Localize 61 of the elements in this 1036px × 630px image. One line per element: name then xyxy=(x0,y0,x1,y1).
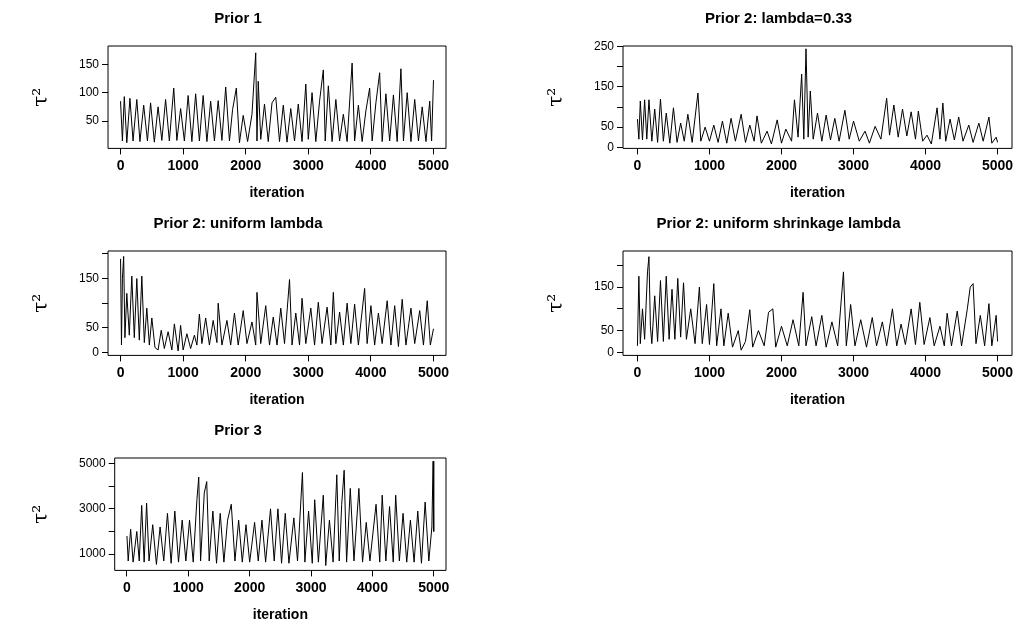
x-tick-label: 1000 xyxy=(693,363,726,380)
x-axis-title: iteration xyxy=(789,184,846,201)
x-tick-label: 1000 xyxy=(172,578,205,595)
x-tick-label: 3000 xyxy=(837,156,870,173)
y-tick-label: 1000 xyxy=(78,546,107,561)
x-tick-label: 4000 xyxy=(355,363,387,380)
y-tick-label: 250 xyxy=(593,39,615,54)
x-axis-title: iteration xyxy=(789,391,846,408)
y-tick-label: 50 xyxy=(600,322,615,337)
x-tick-label: 1000 xyxy=(693,156,726,173)
y-axis-title: τ² xyxy=(543,87,568,107)
y-tick-label: 150 xyxy=(593,79,615,94)
x-tick-label: 2000 xyxy=(765,363,798,380)
chart-title: Prior 2: uniform lambda xyxy=(153,214,324,232)
x-tick-label: 1000 xyxy=(167,156,199,173)
x-axis-title: iteration xyxy=(249,391,305,408)
y-tick-label: 3000 xyxy=(78,501,107,516)
y-axis-title: τ² xyxy=(28,504,53,524)
x-tick-label: 4000 xyxy=(909,363,942,380)
y-tick-label: 0 xyxy=(92,344,100,359)
chart-title: Prior 2: lambda=0.33 xyxy=(704,9,853,27)
x-tick-label: 0 xyxy=(116,156,125,173)
x-tick-label: 0 xyxy=(123,578,132,595)
x-tick-label: 0 xyxy=(116,363,125,380)
x-tick-label: 2000 xyxy=(234,578,266,595)
y-tick-label: 5000 xyxy=(78,455,107,470)
x-tick-label: 3000 xyxy=(292,156,325,173)
x-tick-label: 4000 xyxy=(355,156,387,173)
x-tick-label: 5000 xyxy=(982,156,1014,173)
y-tick-label: 50 xyxy=(85,113,100,128)
y-axis-title: τ² xyxy=(543,293,568,313)
y-tick-label: 150 xyxy=(78,270,100,285)
x-tick-label: 5000 xyxy=(417,156,450,173)
x-tick-label: 1000 xyxy=(167,363,199,380)
x-tick-label: 4000 xyxy=(356,578,389,595)
x-tick-label: 2000 xyxy=(230,363,262,380)
x-tick-label: 2000 xyxy=(765,156,798,173)
x-tick-label: 5000 xyxy=(982,363,1014,380)
x-tick-label: 3000 xyxy=(837,363,870,380)
y-tick-label: 50 xyxy=(85,320,100,335)
x-axis-title: iteration xyxy=(249,184,305,201)
y-tick-label: 50 xyxy=(600,119,615,134)
y-tick-label: 100 xyxy=(78,84,100,99)
y-tick-label: 150 xyxy=(78,56,100,71)
y-tick-label: 0 xyxy=(607,344,615,359)
chart-title: Prior 1 xyxy=(214,9,262,27)
x-tick-label: 3000 xyxy=(292,363,325,380)
x-tick-label: 2000 xyxy=(230,156,262,173)
x-tick-label: 3000 xyxy=(295,578,327,595)
y-tick-label: 0 xyxy=(607,139,615,154)
y-axis-title: τ² xyxy=(28,293,53,313)
x-axis-title: iteration xyxy=(252,606,308,623)
x-tick-label: 0 xyxy=(633,363,642,380)
x-tick-label: 5000 xyxy=(417,363,450,380)
x-tick-label: 0 xyxy=(633,156,642,173)
x-tick-label: 4000 xyxy=(909,156,942,173)
x-tick-label: 5000 xyxy=(418,578,450,595)
y-tick-label: 150 xyxy=(593,279,615,294)
y-axis-title: τ² xyxy=(28,87,53,107)
chart-title: Prior 2: uniform shrinkage lambda xyxy=(656,214,902,232)
chart-title: Prior 3 xyxy=(214,421,262,439)
